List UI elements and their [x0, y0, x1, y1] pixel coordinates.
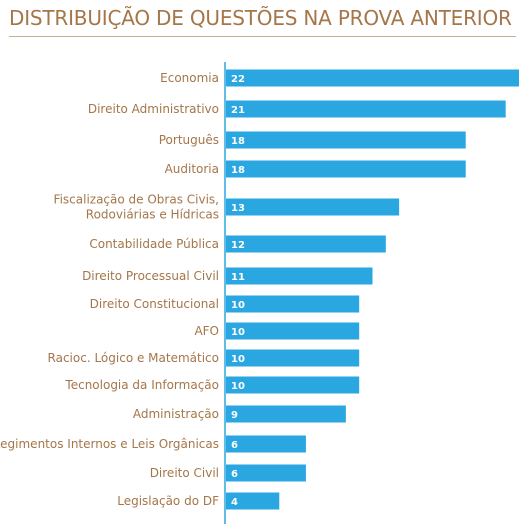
- bar-administracao: [226, 405, 346, 423]
- value-label-racioc-logico-e-matematico: 10: [231, 354, 245, 365]
- value-label-contabilidade-publica: 12: [231, 240, 245, 251]
- category-label-direito-civil: Direito Civil: [150, 466, 219, 480]
- value-label-fiscalizacao-de-obras-civis-rodoviarias-e-hidricas: 13: [231, 203, 245, 214]
- bar-tecnologia-da-informacao: [226, 376, 360, 394]
- category-label-economia: Economia: [160, 71, 219, 85]
- category-label-racioc-logico-e-matematico: Racioc. Lógico e Matemático: [48, 351, 219, 365]
- bar-direito-constitucional: [226, 295, 360, 313]
- value-label-portugues: 18: [231, 136, 245, 147]
- category-label-administracao: Administração: [133, 407, 219, 421]
- title-divider: [9, 36, 516, 37]
- bar-auditoria: [226, 160, 466, 178]
- value-label-direito-civil: 6: [231, 469, 238, 480]
- value-label-direito-administrativo: 21: [231, 105, 245, 116]
- value-label-direito-processual-civil: 11: [231, 272, 245, 283]
- bar-portugues: [226, 131, 466, 149]
- category-label-regimentos-internos-e-leis-organicas: Regimentos Internos e Leis Orgânicas: [0, 437, 219, 451]
- value-label-administracao: 9: [231, 410, 238, 421]
- category-label-direito-constitucional: Direito Constitucional: [90, 297, 219, 311]
- category-label-afo: AFO: [194, 324, 219, 338]
- bar-contabilidade-publica: [226, 235, 386, 253]
- category-label-contabilidade-publica: Contabilidade Pública: [89, 237, 219, 251]
- category-label-fiscalizacao-de-obras-civis-rodoviarias-e-hidricas: Fiscalização de Obras Civis, Rodoviárias …: [54, 193, 219, 222]
- value-label-tecnologia-da-informacao: 10: [231, 381, 245, 392]
- bar-afo: [226, 322, 360, 340]
- value-label-legislacao-do-df: 4: [231, 497, 238, 508]
- bar-direito-administrativo: [226, 100, 506, 118]
- category-label-portugues: Português: [159, 133, 219, 147]
- category-label-direito-administrativo: Direito Administrativo: [88, 102, 219, 116]
- category-label-tecnologia-da-informacao: Tecnologia da Informação: [64, 378, 219, 392]
- bar-legislacao-do-df: [226, 492, 280, 510]
- value-label-regimentos-internos-e-leis-organicas: 6: [231, 440, 238, 451]
- value-label-economia: 22: [231, 74, 245, 85]
- value-label-afo: 10: [231, 327, 245, 338]
- value-label-direito-constitucional: 10: [231, 300, 245, 311]
- bar-direito-processual-civil: [226, 267, 373, 285]
- category-label-direito-processual-civil: Direito Processual Civil: [82, 269, 219, 283]
- chart-title: DISTRIBUIÇÃO DE QUESTÕES NA PROVA ANTERI…: [9, 6, 512, 30]
- bar-fiscalizacao-de-obras-civis-rodoviarias-e-hidricas: [226, 198, 400, 216]
- bar-direito-civil: [226, 464, 306, 482]
- bar-racioc-logico-e-matematico: [226, 349, 360, 367]
- bar-economia: [226, 69, 519, 87]
- value-label-auditoria: 18: [231, 165, 245, 176]
- bar-regimentos-internos-e-leis-organicas: [226, 435, 306, 453]
- category-label-auditoria: Auditoria: [165, 162, 219, 176]
- category-label-legislacao-do-df: Legislação do DF: [117, 494, 219, 508]
